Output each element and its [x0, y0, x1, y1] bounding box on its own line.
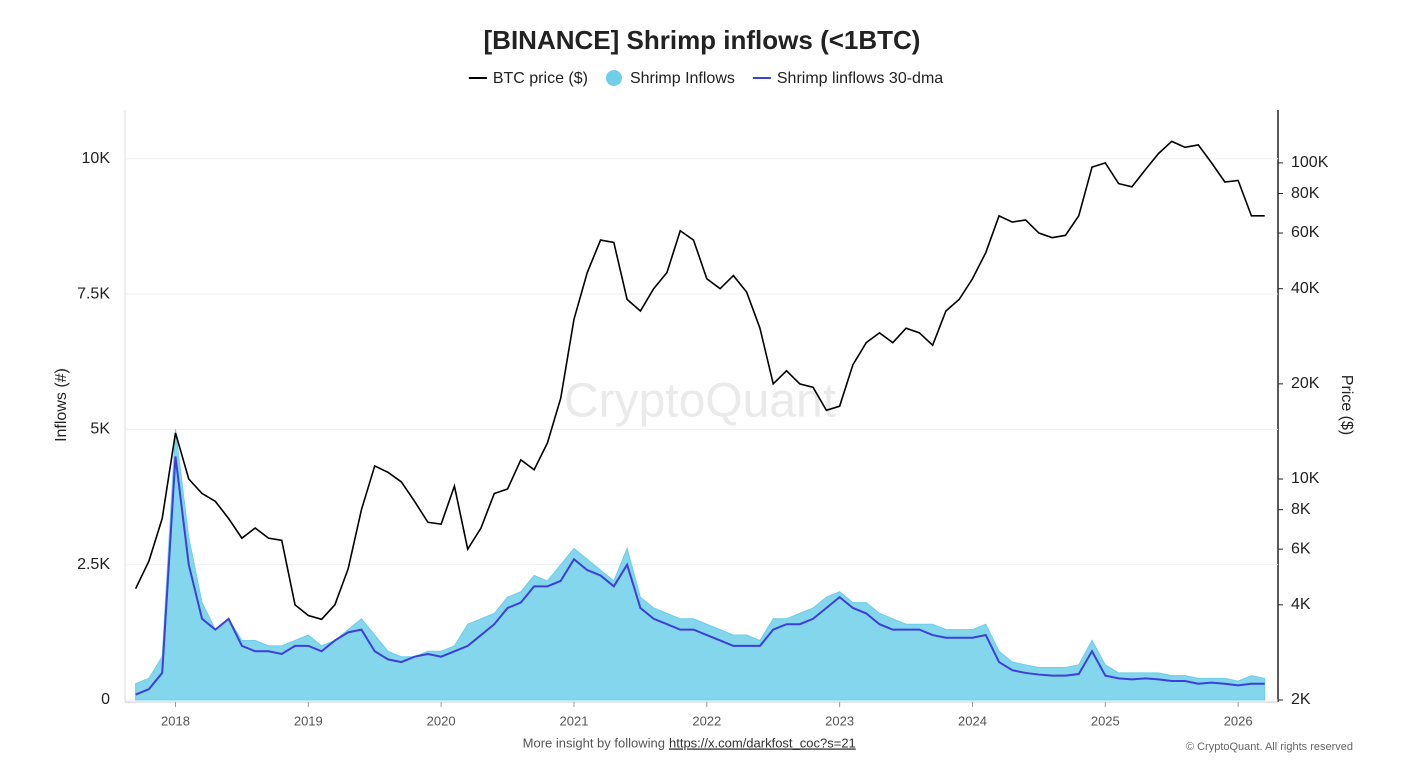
y2-tick-label: 2K [1291, 691, 1311, 708]
series-line [135, 456, 1265, 696]
x-tick-label: 2018 [161, 713, 190, 728]
y2-tick-label: 4K [1291, 596, 1311, 613]
x-tick-label: 2023 [825, 713, 854, 728]
legend-label: BTC price ($) [493, 70, 588, 87]
y-tick-label: 10K [82, 150, 111, 167]
copyright: © CryptoQuant. All rights reserved [1186, 741, 1353, 753]
legend-label: Shrimp linflows 30-dma [777, 70, 943, 87]
x-tick-label: 2019 [294, 713, 323, 728]
y2-tick-label: 40K [1291, 280, 1320, 297]
y2-tick-label: 10K [1291, 470, 1320, 487]
legend-item: BTC price ($) [468, 70, 588, 87]
legend-label: Shrimp Inflows [630, 70, 735, 87]
legend-swatch [605, 70, 622, 86]
legend: BTC price ($) Shrimp Inflows Shrimp linflo… [468, 70, 943, 87]
y2-tick-label: 60K [1291, 224, 1320, 241]
x-tick-label: 2022 [692, 713, 721, 728]
y-tick-label: 5K [90, 421, 110, 438]
y2-tick-label: 20K [1291, 375, 1320, 392]
inflow-area [135, 429, 1266, 701]
y2-tick-label: 100K [1291, 154, 1329, 171]
y2-tick-label: 6K [1291, 540, 1311, 557]
series-line [134, 140, 1265, 621]
footer-link[interactable]: https://x.com/darkfost_coc?s=21 [669, 735, 856, 750]
x-tick-label: 2025 [1091, 713, 1120, 728]
x-tick-label: 2024 [958, 713, 987, 728]
y-tick-label: 2.5K [77, 556, 110, 573]
y2-tick-label: 80K [1291, 185, 1320, 202]
x-tick-label: 2021 [560, 713, 589, 728]
watermark: CryptoQuant [564, 375, 836, 428]
y-tick-label: 7.5K [77, 285, 110, 302]
footer: More insight by following [523, 735, 665, 750]
y2-tick-label: 8K [1291, 501, 1311, 518]
y-axis-label: Inflows (#) [53, 368, 70, 442]
chart-title: [BINANCE] Shrimp inflows (<1BTC) [484, 25, 921, 55]
x-tick-label: 2020 [427, 713, 456, 728]
legend-item: Shrimp linflows 30-dma [752, 70, 943, 87]
y2-axis-label: Price ($) [1338, 375, 1355, 435]
x-tick-label: 2026 [1224, 713, 1253, 728]
y-tick-label: 0 [101, 691, 110, 708]
legend-item: Shrimp Inflows [605, 70, 735, 87]
